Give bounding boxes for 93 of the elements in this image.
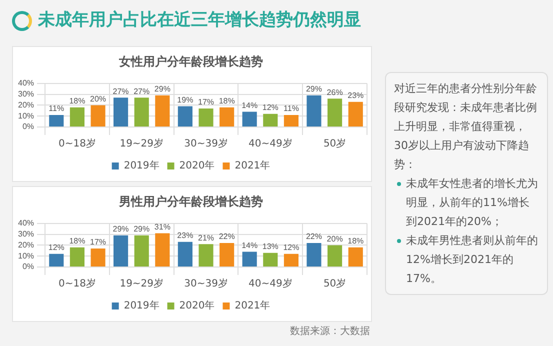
data-label: 29%: [134, 224, 150, 234]
data-label: 18%: [69, 236, 86, 246]
text: 未成年女性患者的增长尤为明显，从前年的11%增长到2021年的20%；: [406, 176, 539, 230]
data-label: 22%: [306, 232, 322, 242]
chart-title: 女性用户分年龄段增长趋势: [118, 54, 263, 68]
legend-label: 2021年: [234, 160, 270, 172]
y-tick-label: 40%: [18, 218, 34, 228]
data-label: 27%: [134, 86, 150, 96]
bar: [306, 95, 322, 126]
bar: [90, 105, 106, 126]
data-label: 11%: [284, 104, 299, 114]
data-label: 29%: [306, 84, 322, 94]
y-tick-label: 40%: [18, 78, 34, 88]
data-label: 12%: [283, 243, 300, 252]
data-label: 14%: [242, 100, 258, 110]
data-label: 19%: [177, 95, 194, 104]
x-tick-label: 40~49岁: [248, 138, 292, 150]
bar: [284, 115, 299, 126]
bar: [114, 235, 128, 266]
bar: [114, 98, 128, 126]
y-tick-label: 10%: [18, 251, 34, 260]
data-label: 12%: [262, 103, 278, 112]
x-tick-label: 50岁: [323, 278, 346, 290]
data-label: 29%: [112, 224, 129, 234]
x-tick-label: 40~49岁: [248, 278, 292, 290]
data-label: 23%: [348, 91, 364, 100]
data-label: 14%: [242, 240, 258, 250]
y-tick-label: 30%: [18, 90, 34, 99]
x-tick-label: 0~18岁: [58, 138, 96, 150]
legend-label: 2020年: [179, 300, 215, 312]
bar: [348, 102, 363, 126]
bar: [155, 233, 170, 266]
bar: [220, 107, 234, 126]
data-label: 27%: [112, 86, 129, 96]
data-label: 20%: [90, 94, 106, 104]
data-label: 22%: [218, 232, 235, 242]
chart-title: 男性用户分年龄段增长趋势: [118, 194, 263, 208]
legend-label: 2020年: [179, 160, 215, 172]
bar: [328, 245, 342, 266]
bar: [263, 114, 278, 126]
bar: [90, 248, 106, 266]
data-label: 26%: [326, 88, 343, 97]
data-label: 12%: [48, 243, 64, 252]
x-tick-label: 30~39岁: [184, 138, 228, 150]
data-label: 18%: [218, 96, 235, 106]
x-tick-label: 19~29岁: [120, 278, 164, 290]
bar: [284, 254, 299, 266]
data-label: 18%: [69, 96, 86, 106]
text: 对近三年的患者分性别分年龄段研究发现：未成年患者比例上升明显，非常值得重视，30岁以上用户有波动下降趋势：: [394, 81, 538, 173]
bar: [155, 95, 170, 126]
bar: [242, 112, 257, 126]
bar: [70, 247, 84, 266]
y-tick-label: 20%: [18, 240, 34, 250]
y-tick-label: 20%: [18, 100, 34, 110]
legend-label: 2019年: [124, 160, 160, 172]
bar: [306, 243, 322, 266]
bar: [178, 242, 192, 266]
x-tick-label: 30~39岁: [184, 278, 228, 290]
data-label: 29%: [154, 84, 170, 94]
data-label: 31%: [154, 222, 170, 232]
legend-label: 2019年: [124, 300, 160, 312]
data-label: 11%: [48, 104, 64, 114]
x-tick-label: 50岁: [323, 138, 346, 150]
y-tick-label: 10%: [18, 111, 34, 120]
text: 未成年男性患者则从前年的12%增长到2021年的17%。: [406, 233, 539, 287]
data-label: 21%: [198, 233, 214, 242]
bar: [70, 107, 84, 126]
bar: [242, 252, 257, 266]
bar: [220, 243, 234, 266]
bar: [198, 244, 214, 266]
data-label: 17%: [90, 238, 106, 247]
text: 未成年用户占比在近三年增长趋势仍然明显: [38, 9, 361, 31]
data-label: 20%: [326, 234, 343, 244]
bar: [263, 252, 278, 266]
bar: [348, 247, 363, 266]
bar: [49, 115, 64, 126]
bar: [198, 108, 214, 126]
y-tick-label: 30%: [18, 230, 34, 239]
legend-label: 2021年: [234, 300, 270, 312]
bar: [134, 98, 149, 126]
x-tick-label: 19~29岁: [120, 138, 164, 150]
x-tick-label: 0~18岁: [58, 278, 96, 290]
data-label: 18%: [348, 236, 364, 246]
data-label: 17%: [198, 98, 214, 107]
bar: [178, 106, 192, 126]
data-label: 13%: [262, 242, 278, 252]
bar: [49, 254, 64, 266]
bar: [134, 235, 149, 266]
y-tick-label: 0%: [22, 122, 34, 132]
source-note: 数据来源：大数据: [290, 324, 370, 338]
y-tick-label: 0%: [22, 262, 34, 272]
bar: [328, 98, 342, 126]
data-label: 23%: [177, 231, 194, 240]
